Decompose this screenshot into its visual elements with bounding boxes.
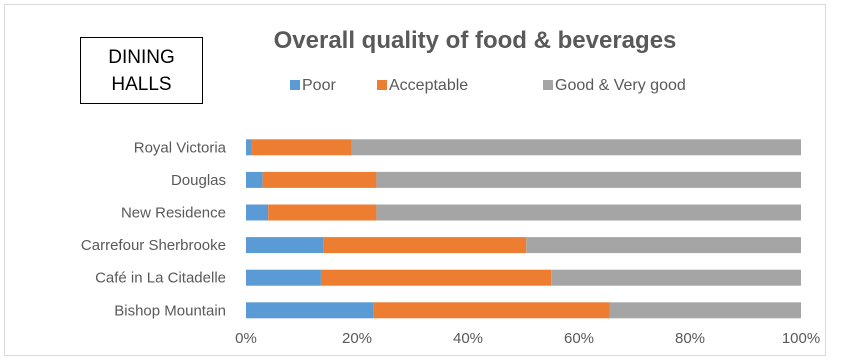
legend-swatch-good-very-good (543, 80, 553, 90)
dining-halls-label-box: DINING HALLS (80, 37, 203, 104)
bar-royal-victoria-acceptable (251, 139, 352, 156)
legend-label-poor: Poor (302, 77, 336, 94)
bar-cafe-in-la-citadelle-good-very-good (551, 269, 801, 286)
category-label-carrefour-sherbrooke: Carrefour Sherbrooke (81, 237, 226, 254)
bar-bishop-mountain-acceptable (373, 302, 610, 319)
x-tick-100-label: 100% (782, 330, 820, 347)
x-tick-60-label: 60% (564, 330, 594, 347)
category-label-douglas: Douglas (171, 172, 226, 189)
bars (246, 139, 801, 319)
x-tick-40-label: 40% (453, 330, 483, 347)
box-label-line2: HALLS (111, 73, 172, 95)
bar-new-residence-good-very-good (376, 204, 801, 221)
bar-douglas-acceptable (262, 171, 377, 188)
bar-new-residence-poor (246, 204, 269, 221)
x-tick-80-label: 80% (675, 330, 705, 347)
bar-royal-victoria-poor (246, 139, 252, 156)
legend-swatch-acceptable (377, 80, 387, 90)
bar-cafe-in-la-citadelle-poor (246, 269, 321, 286)
category-label-bishop-mountain: Bishop Mountain (114, 302, 226, 319)
category-label-new-residence: New Residence (121, 205, 226, 222)
bar-douglas-good-very-good (376, 171, 801, 188)
legend-swatch-poor (290, 80, 300, 90)
bar-carrefour-sherbrooke-good-very-good (526, 237, 801, 254)
x-tick-0-label: 0% (235, 330, 257, 347)
legend-label-acceptable: Acceptable (389, 77, 468, 94)
legend-label-good-very-good: Good & Very good (555, 77, 686, 94)
legend: Poor Acceptable Good & Very good (290, 77, 686, 94)
bar-new-residence-acceptable (268, 204, 377, 221)
x-tick-20-label: 20% (342, 330, 372, 347)
bar-bishop-mountain-poor (246, 302, 374, 319)
bar-royal-victoria-good-very-good (351, 139, 801, 156)
bar-bishop-mountain-good-very-good (609, 302, 801, 319)
category-label-cafe-in-la-citadelle: Café in La Citadelle (95, 270, 226, 287)
bar-carrefour-sherbrooke-acceptable (323, 237, 527, 254)
box-label-line1: DINING (108, 46, 175, 68)
x-tick-labels: 0% 20% 40% 60% 80% 100% (235, 330, 820, 347)
category-label-royal-victoria: Royal Victoria (134, 139, 227, 156)
chart-title: Overall quality of food & beverages (274, 27, 677, 54)
bar-cafe-in-la-citadelle-acceptable (320, 269, 552, 286)
category-labels: Royal Victoria Douglas New Residence Carref… (81, 139, 227, 319)
bar-carrefour-sherbrooke-poor (246, 237, 324, 254)
bar-douglas-poor (246, 171, 263, 188)
